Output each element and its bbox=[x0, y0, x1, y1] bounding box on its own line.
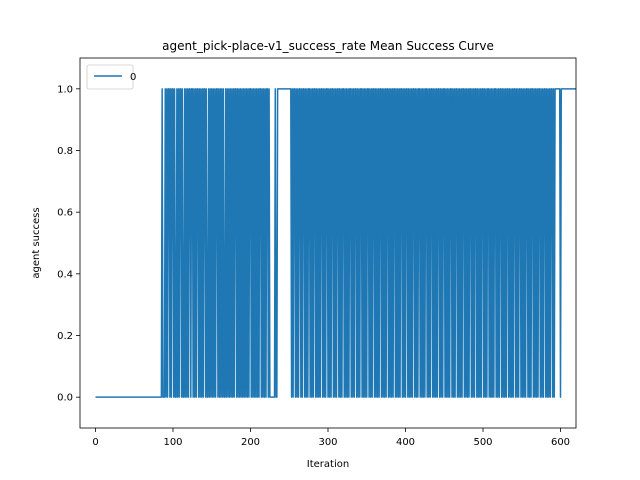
x-tick-label: 600 bbox=[551, 437, 570, 448]
y-tick-label: 0.6 bbox=[57, 208, 73, 219]
x-tick-label: 500 bbox=[473, 437, 492, 448]
y-tick-label: 0.0 bbox=[57, 393, 73, 404]
y-tick-label: 0.2 bbox=[57, 331, 73, 342]
y-axis-ticks: 0.0 0.2 0.4 0.6 0.8 1.0 bbox=[57, 84, 80, 404]
y-tick-label: 1.0 bbox=[57, 84, 73, 95]
y-tick-label: 0.8 bbox=[57, 146, 73, 157]
legend-entry-label: 0 bbox=[130, 72, 136, 83]
legend: 0 bbox=[86, 64, 136, 90]
legend-box bbox=[86, 64, 134, 90]
chart-title: agent_pick-place-v1_success_rate Mean Su… bbox=[162, 39, 494, 53]
x-axis-ticks: 0 100 200 300 400 500 600 bbox=[92, 428, 570, 448]
x-tick-label: 200 bbox=[241, 437, 260, 448]
x-tick-label: 0 bbox=[92, 437, 98, 448]
x-tick-label: 100 bbox=[163, 437, 182, 448]
x-tick-label: 400 bbox=[396, 437, 415, 448]
y-axis-label: agent success bbox=[31, 207, 42, 278]
series-line-0 bbox=[95, 88, 576, 398]
x-tick-label: 300 bbox=[318, 437, 337, 448]
x-axis-label: Iteration bbox=[307, 459, 349, 470]
series-layer bbox=[95, 88, 576, 398]
y-tick-label: 0.4 bbox=[57, 269, 73, 280]
